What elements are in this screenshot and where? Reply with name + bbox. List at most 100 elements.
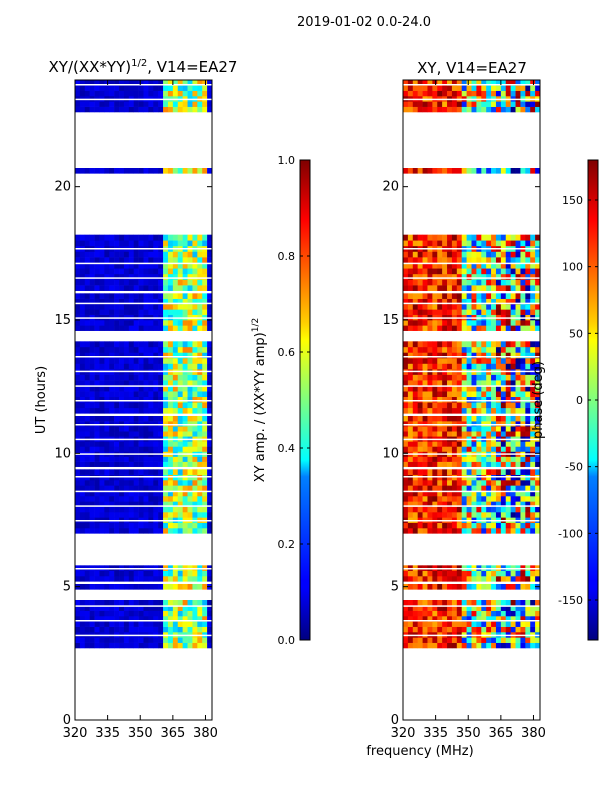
heatmap-cell: [530, 251, 536, 258]
x-tick-label: 350: [128, 726, 153, 741]
heatmap-cell: [133, 501, 139, 507]
heatmap-cell: [163, 279, 169, 286]
heatmap-cell: [466, 584, 472, 590]
heatmap-cell: [530, 391, 536, 398]
heatmap-cell: [403, 506, 409, 513]
heatmap-cell: [417, 320, 423, 326]
heatmap-cell: [442, 293, 448, 299]
heatmap-cell: [79, 257, 86, 263]
heatmap-cell: [114, 251, 120, 258]
heatmap-cell: [451, 385, 458, 392]
heatmap-cell: [500, 605, 507, 611]
heatmap-cell: [104, 570, 110, 577]
heatmap-cell: [442, 431, 448, 437]
heatmap-cell: [163, 257, 169, 263]
heatmap-cell: [437, 279, 443, 286]
heatmap-cell: [99, 421, 105, 427]
heatmap-cell: [119, 512, 125, 518]
heatmap-cell: [515, 325, 521, 331]
heatmap-cell: [417, 374, 423, 381]
heatmap-cell: [163, 374, 169, 381]
heatmap-cell: [182, 512, 188, 518]
heatmap-cell: [153, 456, 159, 462]
heatmap-cell: [432, 273, 438, 280]
heatmap-cell: [109, 576, 115, 582]
heatmap-cell: [500, 610, 507, 617]
heatmap-cell: [197, 80, 203, 86]
heatmap-cell: [520, 262, 526, 269]
heatmap-cell: [167, 298, 174, 305]
heatmap-cell: [476, 421, 482, 427]
heatmap-cell: [456, 346, 463, 353]
heatmap-cell: [476, 528, 482, 534]
heatmap-cell: [403, 285, 409, 291]
heatmap-cell: [187, 341, 193, 348]
heatmap-cell: [133, 352, 139, 359]
heatmap-cell: [182, 522, 188, 529]
heatmap-cell: [148, 396, 154, 403]
heatmap-cell: [202, 402, 208, 409]
heatmap-cell: [486, 268, 492, 275]
heatmap-cell: [133, 626, 139, 633]
heatmap-cell: [407, 512, 414, 518]
heatmap-cell: [99, 528, 105, 534]
heatmap-cell: [182, 234, 188, 241]
heatmap-cell: [427, 480, 433, 486]
heatmap-cell: [417, 441, 423, 447]
heatmap-cell: [202, 304, 208, 310]
heatmap-cell: [427, 407, 433, 414]
heatmap-cell: [495, 234, 502, 241]
heatmap-cell: [491, 626, 497, 633]
heatmap-cell: [143, 402, 149, 409]
heatmap-cell: [99, 273, 105, 280]
heatmap-cell: [495, 285, 502, 291]
heatmap-cell: [476, 374, 482, 381]
heatmap-cell: [133, 293, 139, 299]
heatmap-cell: [84, 363, 90, 370]
heatmap-cell: [505, 605, 511, 611]
heatmap-cell: [109, 496, 115, 502]
heatmap-cell: [481, 485, 487, 491]
heatmap-cell: [427, 168, 433, 174]
heatmap-cell: [447, 385, 453, 392]
heatmap-cell: [525, 506, 531, 513]
heatmap-cell: [148, 268, 154, 275]
heatmap-cell: [148, 584, 154, 590]
heatmap-cell: [407, 262, 414, 269]
heatmap-cell: [427, 396, 433, 403]
heatmap-cell: [163, 240, 169, 247]
heatmap-cell: [432, 262, 438, 269]
heatmap-cell: [172, 469, 179, 475]
heatmap-cell: [138, 352, 144, 359]
heatmap-cell: [123, 357, 130, 364]
heatmap-cell: [94, 385, 100, 392]
heatmap-cell: [481, 426, 487, 432]
heatmap-cell: [515, 584, 521, 590]
heatmap-cell: [456, 279, 463, 286]
heatmap-cell: [515, 441, 521, 447]
heatmap-cell: [481, 637, 487, 643]
heatmap-cell: [495, 352, 502, 359]
heatmap-cell: [114, 461, 120, 467]
heatmap-cell: [407, 426, 414, 432]
heatmap-cell: [153, 320, 159, 326]
heatmap-cell: [451, 320, 458, 326]
heatmap-cell: [427, 273, 433, 280]
heatmap-cell: [412, 461, 418, 467]
heatmap-cell: [403, 168, 409, 174]
heatmap-cell: [128, 402, 135, 409]
heatmap-cell: [427, 374, 433, 381]
heatmap-cell: [432, 234, 438, 241]
heatmap-cell: [422, 101, 428, 107]
heatmap-cell: [207, 363, 213, 370]
heatmap-cell: [535, 496, 541, 502]
heatmap-cell: [466, 456, 472, 462]
heatmap-cell: [99, 320, 105, 326]
heatmap-cell: [75, 374, 81, 381]
heatmap-cell: [182, 168, 188, 174]
heatmap-cell: [202, 251, 208, 258]
heatmap-cell: [167, 85, 174, 91]
heatmap-cell: [172, 168, 179, 174]
heatmap-cell: [456, 642, 463, 649]
heatmap-cell: [535, 621, 541, 627]
